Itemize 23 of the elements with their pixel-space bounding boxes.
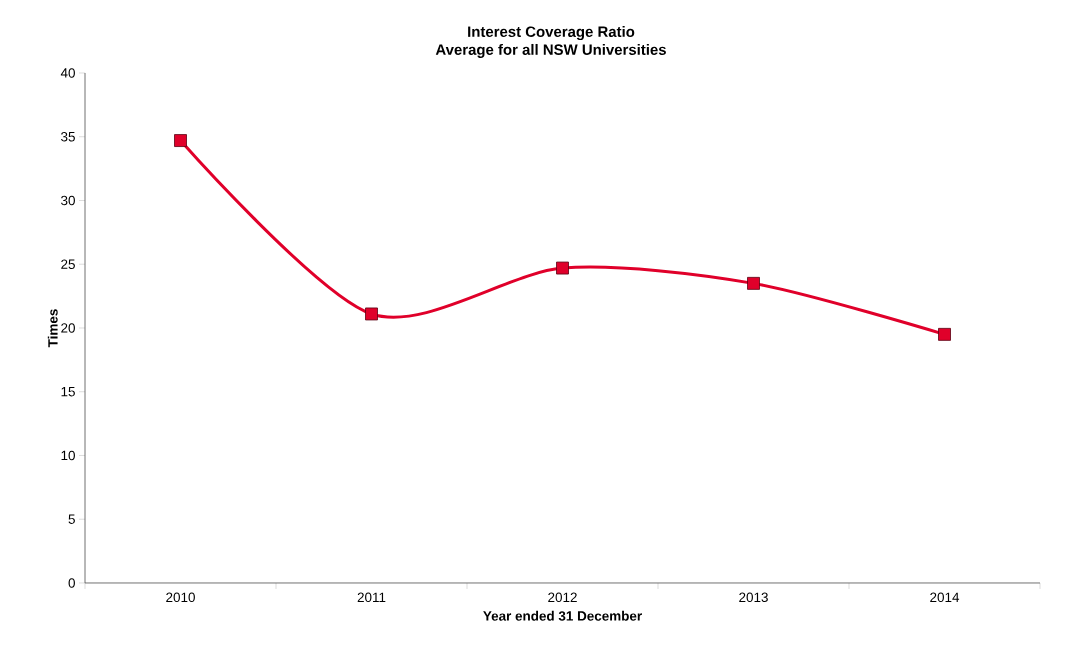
y-tick-label: 25 [61,259,75,269]
y-tick-label: 20 [61,323,75,333]
y-tick-label: 15 [61,387,75,397]
point [556,261,569,275]
point [365,307,378,321]
x-axis-title: Year ended 31 December [483,610,642,621]
chart-subtitle: Average for all NSW Universities [435,43,666,58]
x-tick-label: 2012 [548,592,577,603]
y-tick-label: 10 [61,450,75,461]
y-tick-label: 0 [68,578,75,588]
x-tick-label: 2013 [739,592,768,603]
point [747,276,760,290]
point [938,327,951,341]
y-tick-label: 40 [60,68,75,78]
y-tick-label: 5 [68,514,75,524]
y-axis-title: Times [47,309,58,348]
y-tick-label: 35 [61,131,75,142]
x-tick-label: 2014 [930,592,960,603]
y-tick-label: 30 [61,195,75,206]
x-tick-label: 2011 [357,592,386,603]
point [174,134,187,147]
x-tick-label: 2010 [166,592,195,603]
chart-title: Interest Coverage Ratio [468,26,635,41]
